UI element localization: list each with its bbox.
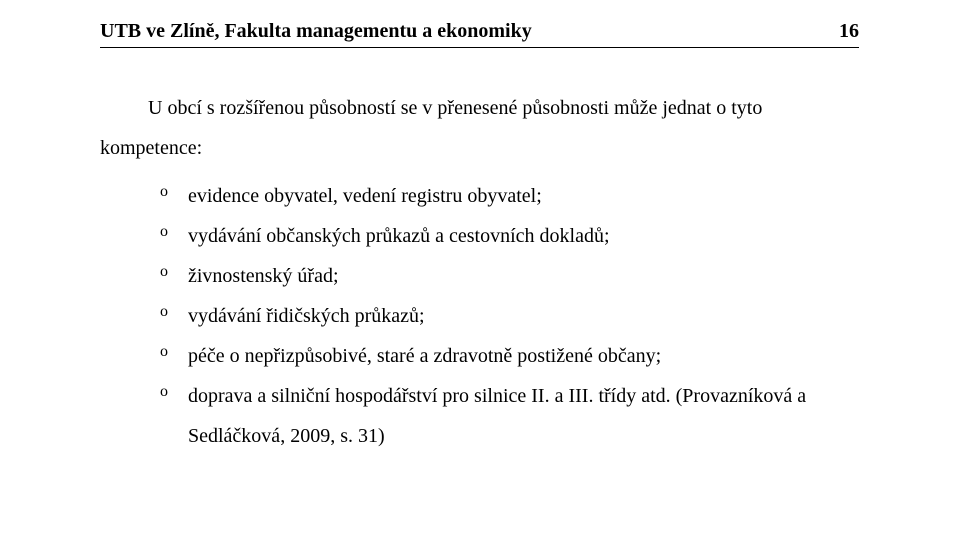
list-item-text: doprava a silniční hospodářství pro siln… [188,385,806,447]
list-item: vydávání řidičských průkazů; [160,296,859,336]
header-page-number: 16 [839,20,859,43]
list-item: péče o nepřizpůsobivé, staré a zdravotně… [160,336,859,376]
list-item-text: evidence obyvatel, vedení registru obyva… [188,185,542,207]
list-item: živnostenský úřad; [160,256,859,296]
intro-paragraph: U obcí s rozšířenou působností se v přen… [100,88,859,168]
list-item-text: vydávání občanských průkazů a cestovních… [188,225,610,247]
list-item: vydávání občanských průkazů a cestovních… [160,216,859,256]
list-item-text: péče o nepřizpůsobivé, staré a zdravotně… [188,345,661,367]
page-header: UTB ve Zlíně, Fakulta managementu a ekon… [100,20,859,48]
competence-list: evidence obyvatel, vedení registru obyva… [160,176,859,456]
header-title: UTB ve Zlíně, Fakulta managementu a ekon… [100,20,532,43]
list-item-text: živnostenský úřad; [188,265,339,287]
list-item-text: vydávání řidičských průkazů; [188,305,425,327]
list-item: evidence obyvatel, vedení registru obyva… [160,176,859,216]
list-item: doprava a silniční hospodářství pro siln… [160,376,859,456]
